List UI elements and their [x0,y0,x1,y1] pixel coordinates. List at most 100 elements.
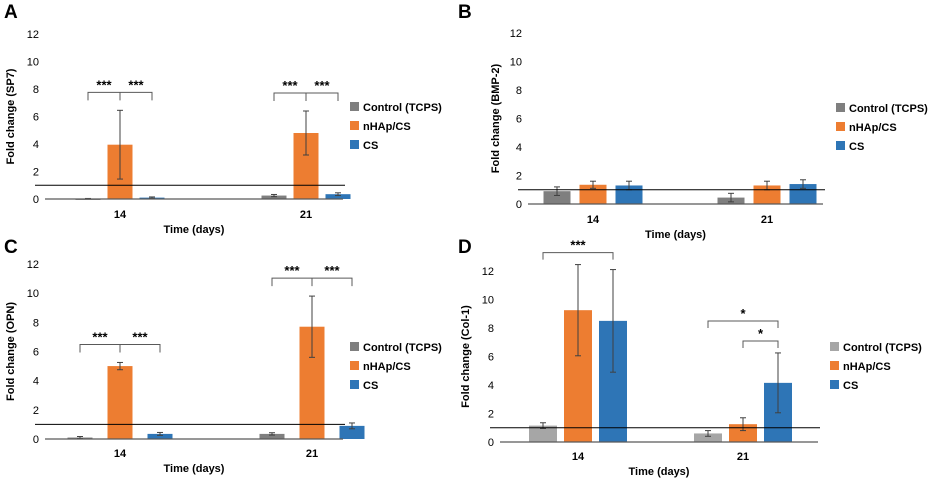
y-tick-label: 4 [33,376,39,388]
legend-label: CS [849,141,864,153]
bar [339,425,365,439]
y-axis-label: Fold change (Col-1) [460,305,472,408]
panel-letter-b: B [458,2,472,23]
y-tick-label: 0 [516,199,522,211]
panel-letter-c: C [4,237,18,258]
y-tick-label: 12 [27,259,39,271]
legend-label: CS [843,380,858,392]
y-tick-label: 8 [516,85,522,97]
legend-label: Control (TCPS) [843,342,922,354]
x-category-label: 14 [572,451,585,463]
legend-label: nHAp/CS [363,121,411,133]
legend-label: nHAp/CS [849,122,897,134]
bar [789,184,817,204]
bar [325,194,351,199]
y-tick-label: 8 [33,317,39,329]
chart-panel-d: 0 2 4 6 8 10 12 Fold change (Col-1) 14 21 Time (da… [460,238,922,478]
x-axis-label: Time (days) [164,224,225,236]
legend-swatch [830,380,839,389]
panel-letter-d: D [458,237,472,258]
legend-swatch [836,141,845,150]
significance-label: *** [324,263,340,278]
bar [107,366,133,439]
y-tick-label: 4 [516,142,522,154]
y-axis-label: Fold change (OPN) [5,302,17,401]
bar [729,424,757,442]
y-tick-label: 10 [27,57,39,69]
significance-label: * [758,326,764,341]
significance-label: *** [128,77,144,92]
significance-label: *** [92,329,108,344]
x-axis-label: Time (days) [164,463,225,475]
x-category-label: 21 [306,448,318,460]
y-tick-label: 6 [33,347,39,359]
x-category-label: 21 [737,451,749,463]
chart-panel-b: 0 2 4 6 8 10 12 Fold change (BMP-2) 14 21 Time (da… [490,28,928,241]
x-category-label: 14 [114,209,127,221]
x-axis-label: Time (days) [645,229,706,241]
y-tick-label: 12 [482,266,494,278]
legend-label: nHAp/CS [363,361,411,373]
y-tick-label: 2 [33,405,39,417]
legend-label: CS [363,140,378,152]
x-category-label: 21 [761,214,773,226]
y-tick-label: 2 [33,167,39,179]
legend-swatch [836,103,845,112]
bar [529,425,557,442]
y-tick-label: 6 [488,352,494,364]
y-tick-label: 12 [27,29,39,41]
y-axis-label: Fold change (SP7) [5,68,17,164]
significance-label: *** [96,77,112,92]
bar [259,433,285,439]
y-tick-label: 8 [488,323,494,335]
panel-letter-a: A [4,2,18,23]
legend-label: Control (TCPS) [363,102,442,114]
legend-swatch [350,121,359,130]
bar [543,191,571,204]
x-axis-label: Time (days) [629,466,690,478]
y-tick-label: 12 [510,28,522,40]
y-tick-label: 2 [516,171,522,183]
legend-swatch [830,361,839,370]
y-tick-label: 8 [33,84,39,96]
significance-bracket [542,252,614,260]
significance-label: *** [282,78,298,93]
significance-label: *** [570,238,586,253]
legend-swatch [830,342,839,351]
y-axis-label: Fold change (BMP-2) [490,63,502,173]
y-tick-label: 0 [33,434,39,446]
x-category-label: 14 [114,448,127,460]
legend-swatch [350,342,359,351]
significance-bracket [742,340,779,348]
legend-swatch [836,122,845,131]
significance-label: * [740,306,746,321]
chart-panel-c: 0 2 4 6 8 10 12 Fold change (OPN) 14 21 Time (days… [5,259,442,475]
bar [147,433,173,439]
chart-panel-a: 0 2 4 6 8 10 12 Fold change (SP7) 14 21 Time (days… [5,29,442,236]
legend-swatch [350,140,359,149]
y-tick-label: 0 [33,194,39,206]
legend-swatch [350,102,359,111]
significance-label: *** [132,329,148,344]
legend-label: CS [363,380,378,392]
bar [694,433,722,442]
y-tick-label: 6 [516,114,522,126]
significance-bracket [271,277,353,287]
legend-swatch [350,361,359,370]
y-tick-label: 2 [488,409,494,421]
y-tick-label: 10 [482,295,494,307]
significance-label: *** [314,78,330,93]
y-tick-label: 10 [510,57,522,69]
x-category-label: 21 [300,209,312,221]
y-tick-label: 0 [488,437,494,449]
y-tick-label: 4 [488,380,494,392]
legend-label: nHAp/CS [843,361,891,373]
significance-bracket [707,320,779,328]
legend-label: Control (TCPS) [363,342,442,354]
bar [261,195,287,199]
y-tick-label: 6 [33,112,39,124]
y-tick-label: 4 [33,139,39,151]
legend-swatch [350,380,359,389]
x-category-label: 14 [587,214,600,226]
